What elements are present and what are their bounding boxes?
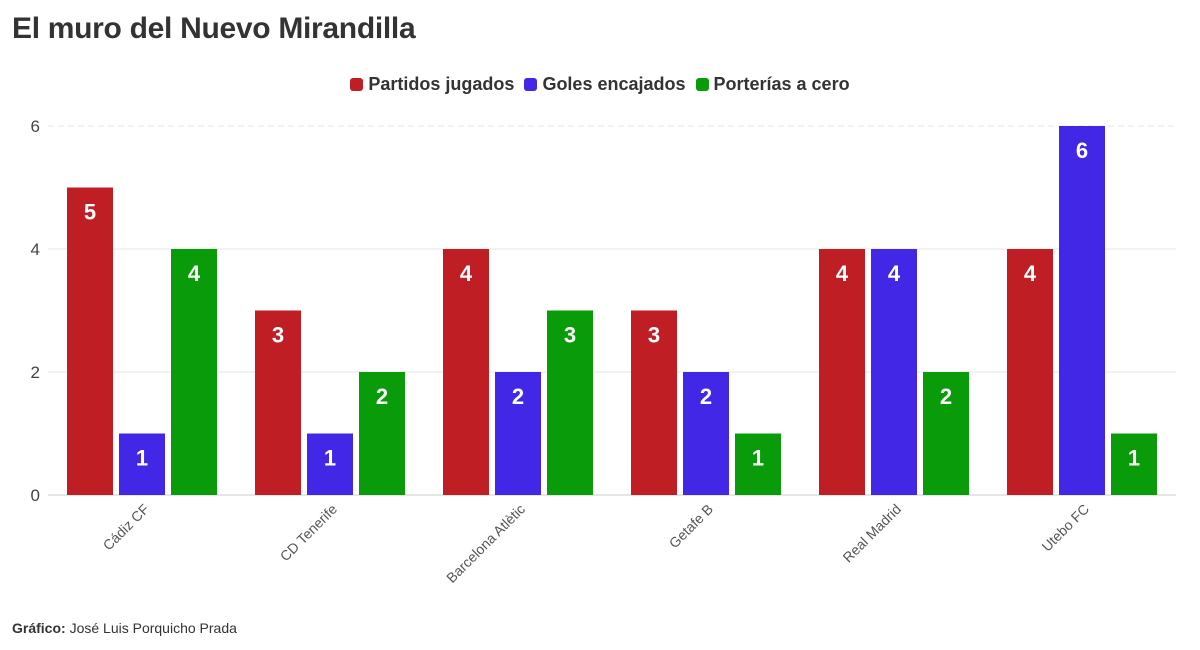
bar-value-label-1-0: 1 [136, 446, 148, 471]
bar-value-label-2-1: 2 [376, 384, 388, 409]
y-tick-label-2: 2 [31, 363, 40, 382]
legend-swatch-porterias [695, 78, 709, 91]
bar-1-4 [871, 249, 917, 495]
x-tick-label-2: Barcelona Atlètic [443, 501, 528, 586]
bar-value-label-1-4: 4 [888, 261, 901, 286]
legend-swatch-partidos [350, 78, 364, 91]
bar-2-1 [359, 372, 405, 495]
bar-2-0 [171, 249, 217, 495]
bar-0-0 [67, 187, 113, 495]
bar-0-5 [1007, 249, 1053, 495]
bar-0-1 [255, 310, 301, 495]
bar-value-label-2-0: 4 [188, 261, 201, 286]
credit-label: Gráfico: [12, 620, 66, 636]
legend-label-goles: Goles encajados [542, 74, 686, 94]
legend-swatch-goles [524, 78, 538, 91]
bar-value-label-1-2: 2 [512, 384, 524, 409]
bar-value-label-1-3: 2 [700, 384, 712, 409]
bar-2-4 [923, 372, 969, 495]
chart-credit: Gráfico: José Luis Porquicho Prada [12, 620, 237, 636]
legend-label-partidos: Partidos jugados [368, 74, 515, 94]
x-tick-label-3: Getafe B [666, 501, 716, 551]
bar-value-label-2-2: 3 [564, 323, 576, 348]
x-tick-label-0: Cádiz CF [100, 501, 153, 554]
bar-1-0 [119, 433, 165, 495]
x-tick-label-4: Real Madrid [839, 501, 904, 566]
x-tick-label-1: CD Tenerife [277, 501, 341, 565]
chart-title: El muro del Nuevo Mirandilla [12, 12, 416, 45]
bar-value-label-1-1: 1 [324, 446, 336, 471]
y-tick-label-4: 4 [31, 240, 40, 259]
legend-item-partidos[interactable]: Partidos jugados [350, 74, 514, 95]
bar-1-2 [495, 372, 541, 495]
bar-1-5 [1059, 126, 1105, 495]
bar-2-5 [1111, 433, 1157, 495]
bar-value-label-2-5: 1 [1128, 446, 1140, 471]
bar-0-3 [631, 310, 677, 495]
bar-value-label-0-3: 3 [648, 323, 660, 348]
bar-2-2 [547, 310, 593, 495]
bar-value-label-0-5: 4 [1024, 261, 1037, 286]
bar-value-label-2-3: 1 [752, 446, 764, 471]
legend-label-porterias: Porterías a cero [713, 74, 850, 94]
bar-value-label-0-4: 4 [836, 261, 849, 286]
bar-0-4 [819, 249, 865, 495]
x-tick-label-5: Utebo FC [1038, 501, 1092, 555]
bar-1-3 [683, 372, 729, 495]
y-tick-label-0: 0 [31, 486, 40, 505]
bar-value-label-0-2: 4 [460, 261, 473, 286]
chart-legend: Partidos jugados Goles encajados Porterí… [0, 74, 1200, 95]
legend-item-porterias[interactable]: Porterías a cero [695, 74, 850, 95]
bar-1-1 [307, 433, 353, 495]
y-tick-label-6: 6 [31, 117, 40, 136]
bar-value-label-0-1: 3 [272, 323, 284, 348]
bar-value-label-0-0: 5 [84, 200, 96, 225]
legend-item-goles[interactable]: Goles encajados [524, 74, 686, 95]
bar-0-2 [443, 249, 489, 495]
bar-value-label-2-4: 2 [940, 384, 952, 409]
bar-value-label-1-5: 6 [1076, 138, 1088, 163]
bar-2-3 [735, 433, 781, 495]
credit-author: José Luis Porquicho Prada [69, 620, 237, 636]
